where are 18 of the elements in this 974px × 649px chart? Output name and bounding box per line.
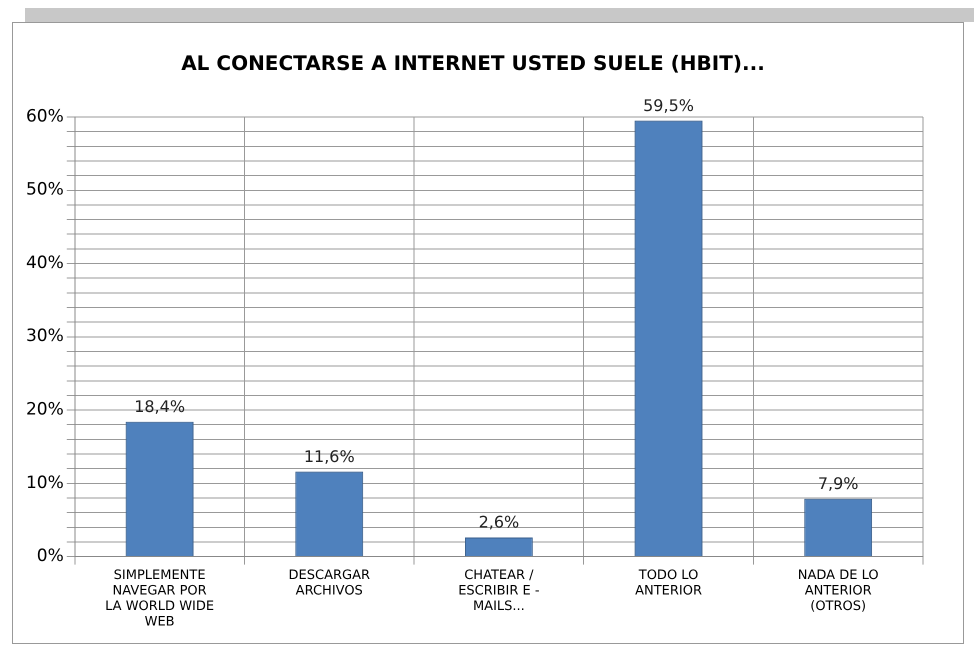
y-tick-label: 50% bbox=[26, 180, 64, 200]
x-tick-label: TODO LO ANTERIOR bbox=[635, 568, 702, 598]
chart-title: AL CONECTARSE A INTERNET USTED SUELE (HBIT)... bbox=[181, 51, 765, 76]
data-label: 18,4% bbox=[134, 396, 186, 416]
data-label: 7,9% bbox=[818, 474, 859, 493]
y-tick-label: 60% bbox=[26, 106, 64, 126]
data-label: 11,6% bbox=[304, 446, 355, 466]
y-tick-label: 10% bbox=[26, 472, 64, 493]
y-tick-label: 20% bbox=[26, 399, 64, 420]
x-tick-label: DESCARGAR ARCHIVOS bbox=[288, 568, 370, 598]
x-tick-label: SIMPLEMENTE NAVEGAR POR LA WORLD WIDE WEB bbox=[105, 568, 214, 630]
data-label: 2,6% bbox=[478, 512, 520, 532]
y-tick-label: 30% bbox=[26, 326, 64, 346]
x-tick-label: NADA DE LO ANTERIOR (OTROS) bbox=[798, 568, 879, 614]
data-label: 59,5% bbox=[643, 96, 694, 115]
x-tick-label: CHATEAR / ESCRIBIR E - MAILS... bbox=[458, 568, 540, 614]
y-tick-label: 0% bbox=[36, 546, 64, 566]
y-tick-label: 40% bbox=[26, 252, 64, 273]
